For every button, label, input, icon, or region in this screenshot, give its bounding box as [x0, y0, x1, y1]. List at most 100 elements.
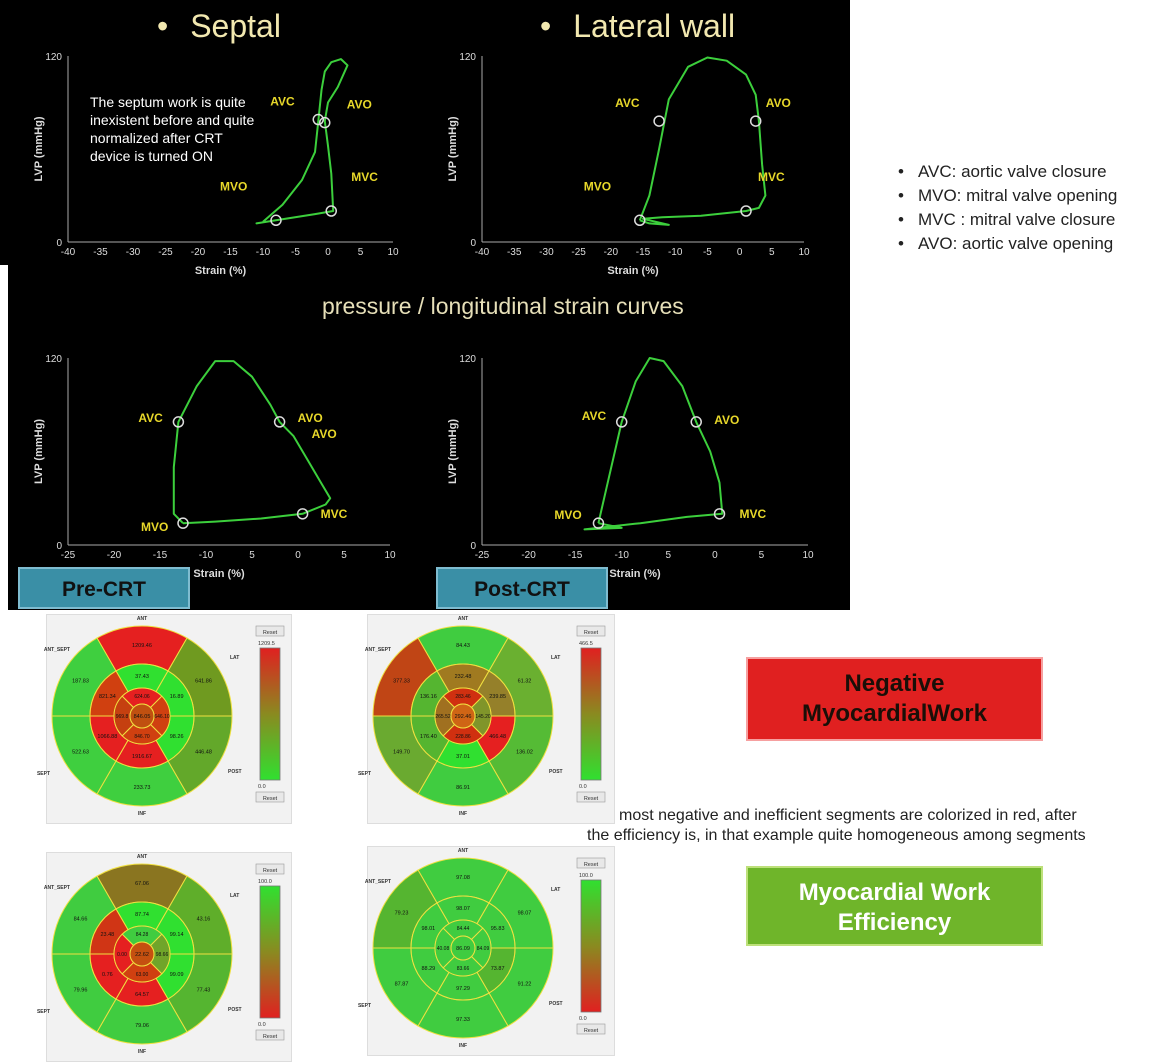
valve-event-marker: [740, 205, 752, 217]
segment-value: 86.09: [456, 946, 470, 952]
x-tick-label: 5: [358, 247, 364, 258]
post-crt-button[interactable]: Post-CRT: [436, 567, 608, 609]
segment-value: 99.14: [170, 932, 184, 938]
reset-button-label: Reset: [584, 796, 599, 802]
segment-value: 87.87: [395, 982, 409, 988]
reset-button-label: Reset: [263, 868, 278, 874]
x-tick-label: 0: [737, 247, 743, 258]
region-label: POST: [549, 769, 563, 775]
x-axis-label: Strain (%): [609, 568, 661, 580]
region-label: POST: [228, 769, 242, 775]
x-tick-label: -25: [571, 247, 586, 258]
segment-value: 149.70: [393, 750, 410, 756]
segment-value: 87.74: [135, 912, 149, 918]
pressure-strain-curve: [255, 58, 349, 225]
valve-event-marker: [592, 517, 605, 529]
segment-value: 79.23: [395, 911, 409, 917]
segment-value: 228.86: [455, 734, 471, 740]
x-tick-label: 5: [249, 550, 255, 561]
reset-button[interactable]: [576, 625, 606, 637]
valve-event-label: AVO: [766, 96, 791, 110]
reset-button[interactable]: [576, 791, 606, 803]
x-tick-label: -25: [61, 550, 76, 561]
segment-value: 84.09: [477, 946, 490, 952]
pressure-strain-curve: [172, 360, 332, 525]
scale-min-label: 0.0: [258, 1022, 266, 1028]
reset-button[interactable]: [576, 857, 606, 869]
valve-event-label: AVO: [312, 427, 337, 441]
segment-value: 73.87: [491, 966, 505, 972]
bullseye-eff-pre: 67.06 43.16 77.43 79.06 79.96 84.66 87.74 99.14…: [37, 854, 285, 1055]
x-tick-label: 10: [387, 247, 399, 258]
segment-value: 466.48: [489, 734, 506, 740]
pressure-strain-curve: [583, 357, 724, 531]
segment-value: 37.43: [135, 674, 149, 680]
x-tick-label: 0: [712, 550, 718, 561]
valve-event-marker: [273, 416, 286, 428]
x-tick-label: -10: [256, 247, 271, 258]
segment-value: 98.07: [518, 911, 532, 917]
pre-crt-button[interactable]: Pre-CRT: [18, 567, 190, 609]
segment-value: 624.06: [134, 694, 150, 700]
segment-value: 292.46: [455, 714, 472, 720]
valve-event-label: AVC: [615, 96, 640, 110]
segment-value: 821.34: [99, 694, 116, 700]
x-tick-label: 5: [666, 550, 672, 561]
segment-value: 40.08: [437, 946, 450, 952]
region-label: SEPT: [37, 1009, 50, 1015]
region-label: INF: [459, 1043, 467, 1049]
region-label: ANT: [137, 854, 147, 860]
segment-value: 23.48: [100, 932, 114, 938]
legend-list: AVC: aortic valve closure MVO: mitral va…: [898, 160, 1117, 256]
reset-button[interactable]: [255, 791, 285, 803]
valve-event-label: AVO: [714, 413, 739, 427]
x-axis-label: Strain (%): [193, 568, 245, 580]
reset-button[interactable]: [576, 1023, 606, 1035]
y-tick-label: 120: [45, 52, 62, 63]
reset-button[interactable]: [255, 625, 285, 637]
y-tick-label: 0: [56, 238, 62, 249]
segment-value: 641.86: [195, 679, 212, 685]
x-axis-label: Strain (%): [195, 265, 247, 277]
x-tick-label: -5: [291, 247, 300, 258]
region-label: INF: [138, 811, 146, 817]
segment-value: 79.96: [74, 988, 88, 994]
reset-button[interactable]: [255, 863, 285, 875]
segment-value: 67.06: [135, 881, 149, 887]
region-label: POST: [228, 1007, 242, 1013]
region-label: ANT: [137, 616, 147, 622]
region-label: INF: [138, 1049, 146, 1055]
x-tick-label: 0: [295, 550, 301, 561]
scale-min-label: 0.0: [579, 1016, 587, 1022]
segment-value: 64.57: [135, 992, 149, 998]
segment-value: 77.43: [197, 988, 211, 994]
segment-value: 377.33: [393, 679, 410, 685]
segment-value: 846.70: [134, 734, 150, 740]
x-tick-label: -40: [475, 247, 490, 258]
x-tick-label: -20: [521, 550, 536, 561]
note-line: the efficiency is, in that example quite…: [587, 827, 1086, 844]
segment-value: 84.44: [457, 926, 470, 932]
color-scale-bar: [580, 647, 602, 781]
valve-event-marker: [634, 214, 646, 227]
valve-event-label: MVO: [554, 508, 581, 522]
x-tick-label: -15: [223, 247, 238, 258]
tag-line: MyocardialWork: [802, 700, 987, 727]
reset-button-label: Reset: [584, 862, 599, 868]
x-tick-label: 5: [759, 550, 765, 561]
y-axis-label: LVP (mmHg): [447, 116, 459, 181]
septal-note: The septum work is quite inexistent befo…: [90, 94, 255, 164]
y-tick-label: 120: [459, 52, 476, 63]
segment-value: 283.46: [455, 694, 471, 700]
reset-button[interactable]: [255, 1029, 285, 1041]
x-tick-label: -10: [199, 550, 214, 561]
tag-line: Negative: [844, 670, 945, 697]
reset-button-label: Reset: [263, 1034, 278, 1040]
segment-value: 16.89: [170, 694, 184, 700]
x-tick-label: -25: [475, 550, 490, 561]
y-tick-label: 120: [45, 354, 62, 365]
bullseye-eff-post: 97.08 98.07 91.22 97.33 87.87 79.23 98.07 95.83…: [358, 848, 606, 1049]
valve-event-label: MVC: [758, 170, 785, 184]
segment-value: 37.01: [456, 754, 470, 760]
valve-event-label: AVC: [138, 411, 163, 425]
